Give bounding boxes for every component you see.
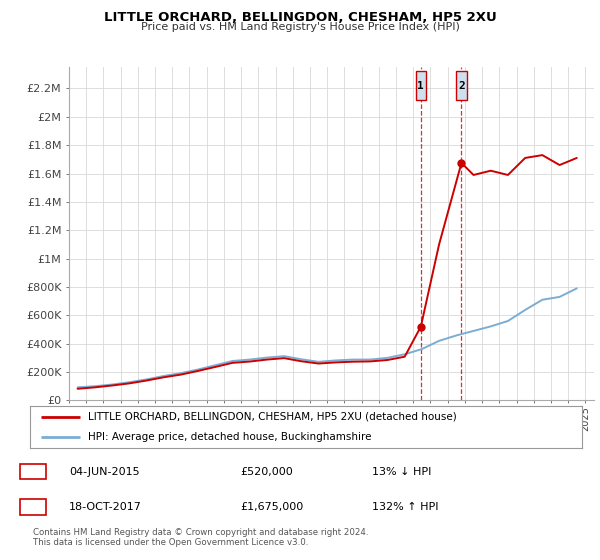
Text: 13% ↓ HPI: 13% ↓ HPI	[372, 466, 431, 477]
Text: 18-OCT-2017: 18-OCT-2017	[69, 502, 142, 512]
Bar	[416, 72, 426, 100]
Text: LITTLE ORCHARD, BELLINGDON, CHESHAM, HP5 2XU (detached house): LITTLE ORCHARD, BELLINGDON, CHESHAM, HP5…	[88, 412, 457, 422]
Text: 1: 1	[418, 81, 424, 91]
Text: 2: 2	[458, 81, 465, 91]
Text: Price paid vs. HM Land Registry's House Price Index (HPI): Price paid vs. HM Land Registry's House …	[140, 22, 460, 32]
Text: 132% ↑ HPI: 132% ↑ HPI	[372, 502, 439, 512]
Text: 1: 1	[29, 465, 37, 478]
Text: LITTLE ORCHARD, BELLINGDON, CHESHAM, HP5 2XU: LITTLE ORCHARD, BELLINGDON, CHESHAM, HP5…	[104, 11, 496, 24]
Text: HPI: Average price, detached house, Buckinghamshire: HPI: Average price, detached house, Buck…	[88, 432, 371, 442]
Text: 04-JUN-2015: 04-JUN-2015	[69, 466, 140, 477]
Text: Contains HM Land Registry data © Crown copyright and database right 2024.
This d: Contains HM Land Registry data © Crown c…	[33, 528, 368, 547]
Text: 2: 2	[29, 500, 37, 514]
Bar	[456, 72, 467, 100]
Text: £1,675,000: £1,675,000	[240, 502, 303, 512]
Text: £520,000: £520,000	[240, 466, 293, 477]
